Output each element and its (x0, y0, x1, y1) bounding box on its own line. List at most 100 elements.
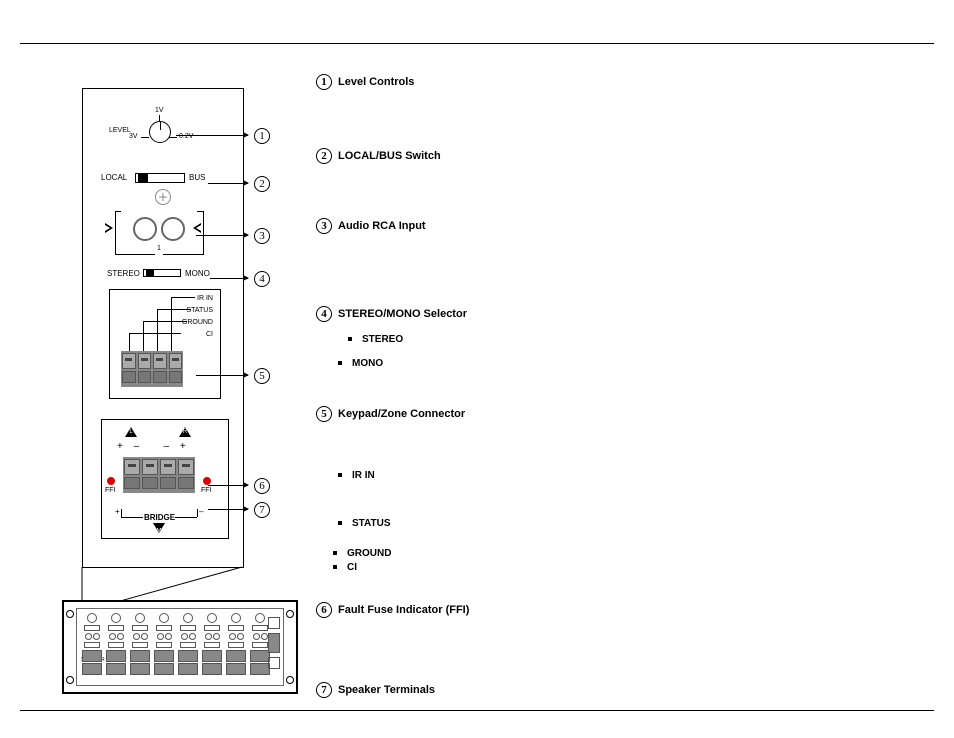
lead-ci-v (129, 333, 130, 345)
label-1v: 1V (155, 107, 164, 114)
rack-zone (81, 613, 103, 681)
legend-num-4: 4 (316, 306, 332, 322)
sub-item: GROUND (333, 548, 391, 559)
label-rca-1: 1 (157, 245, 161, 252)
rack-inner: SPEAKER OUTPUT (76, 608, 284, 686)
callout-arrow-4 (210, 278, 248, 279)
local-bus-switch (135, 173, 185, 183)
label-bridge-plus: + (115, 507, 120, 516)
bullet-icon (333, 565, 337, 569)
bridge-lb (121, 517, 143, 518)
rca-bracket-r (203, 211, 204, 255)
bullet-icon (333, 551, 337, 555)
label-stereo: STEREO (107, 269, 140, 278)
legend-num-5: 5 (316, 406, 332, 422)
sub-item: MONO (338, 358, 383, 369)
legend-row-2: 2 LOCAL/BUS Switch (316, 148, 441, 164)
lead-stat-v (157, 309, 158, 345)
ear-hole (286, 610, 294, 618)
legend-row-5: 5 Keypad/Zone Connector (316, 406, 465, 422)
rca-bracket-rb (163, 254, 203, 255)
tick-02v (169, 137, 177, 138)
legend-num-7: 7 (316, 682, 332, 698)
tri-r: R (179, 427, 191, 437)
legend-row-3: 3Audio RCA Input (316, 218, 426, 234)
legend-num-2: 2 (316, 148, 332, 164)
lead-stat (157, 309, 191, 310)
callout-arrow-3 (196, 235, 248, 236)
callout-num-2: 2 (254, 176, 270, 192)
sub-item-label: CI (347, 562, 357, 573)
callout-arrow-1 (176, 135, 248, 136)
ear-hole (66, 676, 74, 684)
sub-item-label: STATUS (352, 518, 391, 529)
bullet-icon (338, 361, 342, 365)
bottom-rule (20, 710, 934, 711)
polarity-row: + – – + (117, 441, 190, 452)
rca-right (161, 217, 185, 241)
bullet-icon (348, 337, 352, 341)
lead-ci (129, 333, 181, 334)
bridge-rb (175, 517, 197, 518)
callout-num-5: 5 (254, 368, 270, 384)
keypad-terminal (121, 351, 183, 387)
callout-num-6: 6 (254, 478, 270, 494)
label-3v: 3V (129, 133, 138, 140)
label-mono: MONO (185, 269, 210, 278)
bridge-r (197, 509, 198, 517)
callout-num-1: 1 (254, 128, 270, 144)
ear-hole (66, 610, 74, 618)
label-local: LOCAL (101, 173, 127, 182)
callout-num-3: 3 (254, 228, 270, 244)
legend-label-1: Level Controls (338, 76, 414, 88)
label-ffi-l: FFI (105, 487, 116, 494)
rack-zone (153, 613, 175, 681)
callout-arrow-7 (208, 509, 248, 510)
level-knob (149, 121, 171, 143)
sub-item: IR IN (338, 470, 375, 481)
sub-item-label: MONO (352, 358, 383, 369)
label-bridge-minus: – (199, 507, 203, 516)
lead-irin-v (171, 297, 172, 345)
tri-l: L (125, 427, 137, 437)
rca-bracket-lt (115, 211, 121, 212)
legend-label-2: LOCAL/BUS Switch (338, 150, 441, 162)
rack-zone (225, 613, 247, 681)
sub-item-label: STEREO (362, 334, 403, 345)
label-bridge: BRIDGE (144, 513, 175, 522)
callout-arrow-2 (208, 183, 248, 184)
rack-power-block (267, 615, 281, 679)
legend-row-1: 1Level Controls (316, 74, 414, 90)
rack-zone (177, 613, 199, 681)
sub-item: STATUS (338, 518, 391, 529)
callout-arrow-6 (208, 485, 248, 486)
rca-left (133, 217, 157, 241)
sub-item-label: IR IN (352, 470, 375, 481)
label-ci: CI (206, 331, 213, 338)
stereo-mono-switch (143, 269, 181, 277)
lead-gnd (143, 321, 187, 322)
legend-num-6: 6 (316, 602, 332, 618)
rack-zone (201, 613, 223, 681)
rca-bracket-l (115, 211, 116, 255)
label-ffi-r: FFI (201, 487, 212, 494)
bullet-icon (338, 473, 342, 477)
legend-row-6: 6Fault Fuse Indicator (FFI) (316, 602, 469, 618)
callout-arrow-5 (196, 375, 248, 376)
top-rule (20, 43, 934, 44)
callout-num-4: 4 (254, 271, 270, 287)
legend-num-3: 3 (316, 218, 332, 234)
legend-row-7: 7 Speaker Terminals (316, 682, 435, 698)
legend-label-5: Keypad/Zone Connector (338, 408, 465, 420)
ffi-left (107, 477, 115, 485)
tri-m: M (153, 523, 165, 533)
sub-item: CI (333, 562, 357, 573)
rack-zone (105, 613, 127, 681)
legend-label-7: Speaker Terminals (338, 684, 435, 696)
label-irin: IR IN (197, 295, 213, 302)
ffi-right (203, 477, 211, 485)
sub-item: STEREO (348, 334, 403, 345)
legend-label-4: STEREO/MONO Selector (338, 308, 467, 320)
lead-irin (171, 297, 195, 298)
rack-zone (129, 613, 151, 681)
